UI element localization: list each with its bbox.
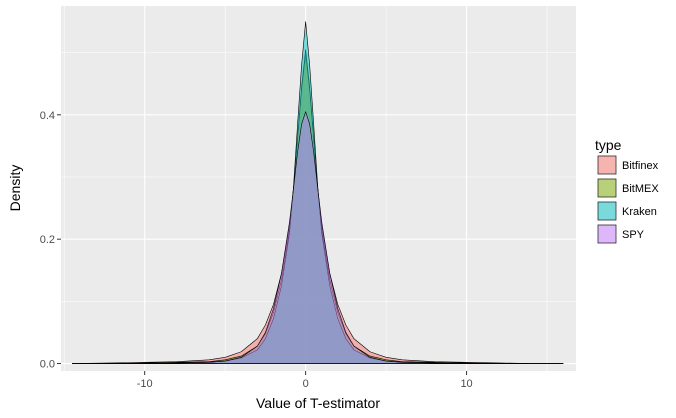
legend-label-bitfinex: Bitfinex [622,160,659,172]
x-tick-label: -10 [137,378,153,390]
minor-gridlines [61,6,576,371]
legend-key-bitfinex [597,155,617,175]
legend-key-bitmex [597,178,617,198]
legend-key-kraken [597,201,617,221]
legend: type Bitfinex BitMEX Kraken SPY [595,137,659,244]
x-tick-label: 0 [303,378,309,390]
legend-label-kraken: Kraken [622,206,657,218]
density-area-spy [71,111,564,364]
y-tick-label: 0.0 [40,359,55,371]
x-tick-label: 10 [460,378,472,390]
x-axis: -10 0 10 [137,371,473,390]
y-axis-title: Density [7,165,23,212]
legend-key-spy [597,224,617,244]
legend-label-bitmex: BitMEX [622,183,659,195]
y-tick-label: 0.2 [40,234,55,246]
x-axis-title: Value of T-estimator [256,395,380,411]
y-tick-label: 0.4 [40,110,55,122]
legend-title: type [595,137,622,153]
density-areas [71,21,564,364]
legend-label-spy: SPY [622,229,645,241]
y-axis: 0.0 0.2 0.4 [40,110,61,371]
